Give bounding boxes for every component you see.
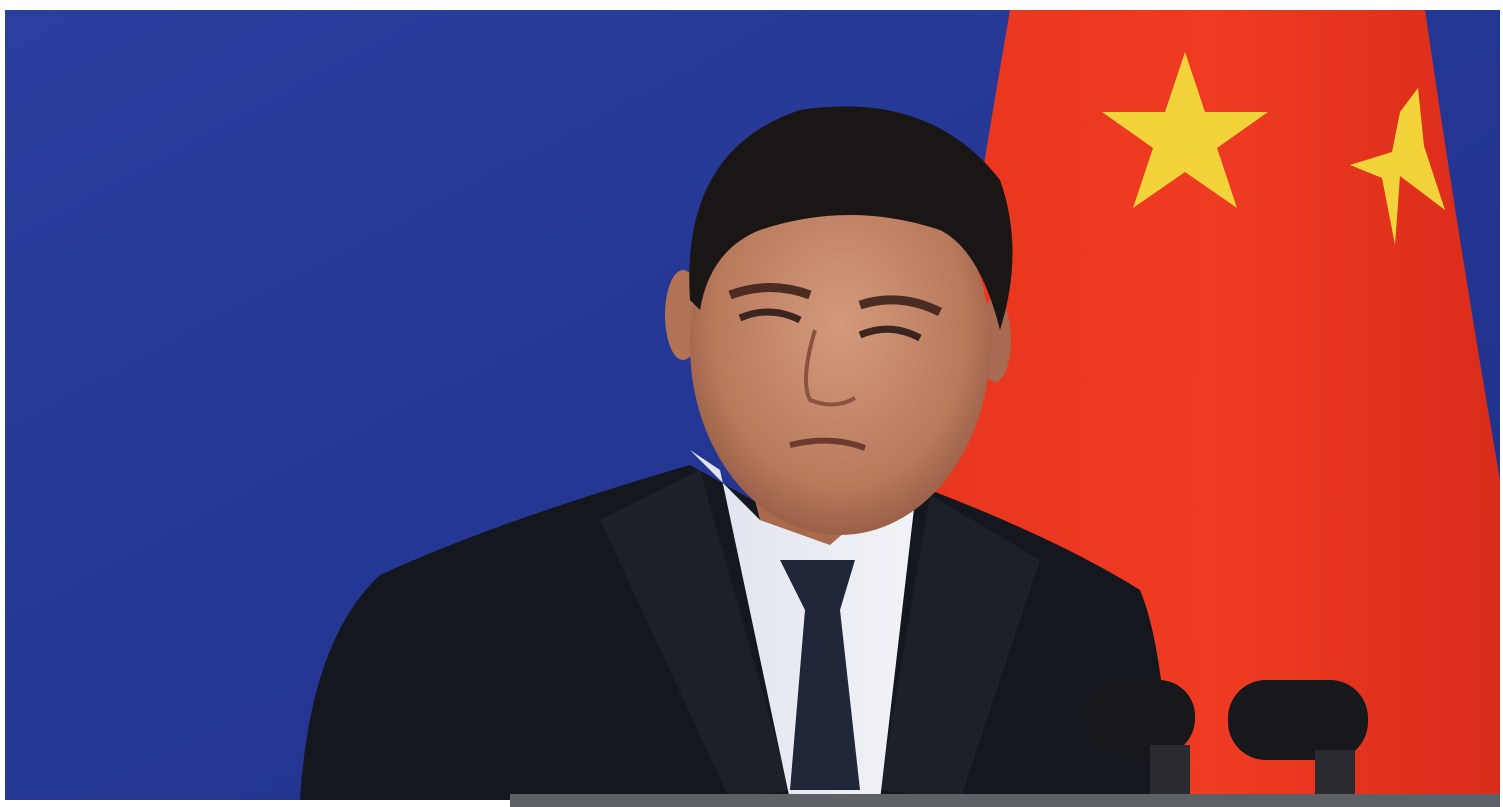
microphone-left (1085, 680, 1195, 755)
podium (510, 794, 1500, 807)
left-lapel (600, 470, 790, 800)
flag-star-small (1350, 88, 1445, 245)
face (690, 155, 990, 535)
tie (780, 560, 860, 790)
mouth (789, 437, 867, 451)
right-brow (858, 295, 943, 317)
microphone-right (1228, 680, 1368, 760)
flag-star-large (1102, 52, 1268, 208)
left-eye (738, 308, 802, 324)
right-lapel (880, 495, 1040, 800)
nose (804, 329, 857, 407)
microphone-left-stand (1150, 745, 1190, 800)
right-eye (858, 325, 922, 342)
hair (689, 106, 1013, 330)
microphone-right-stand (1315, 750, 1355, 800)
left-brow (728, 283, 812, 300)
